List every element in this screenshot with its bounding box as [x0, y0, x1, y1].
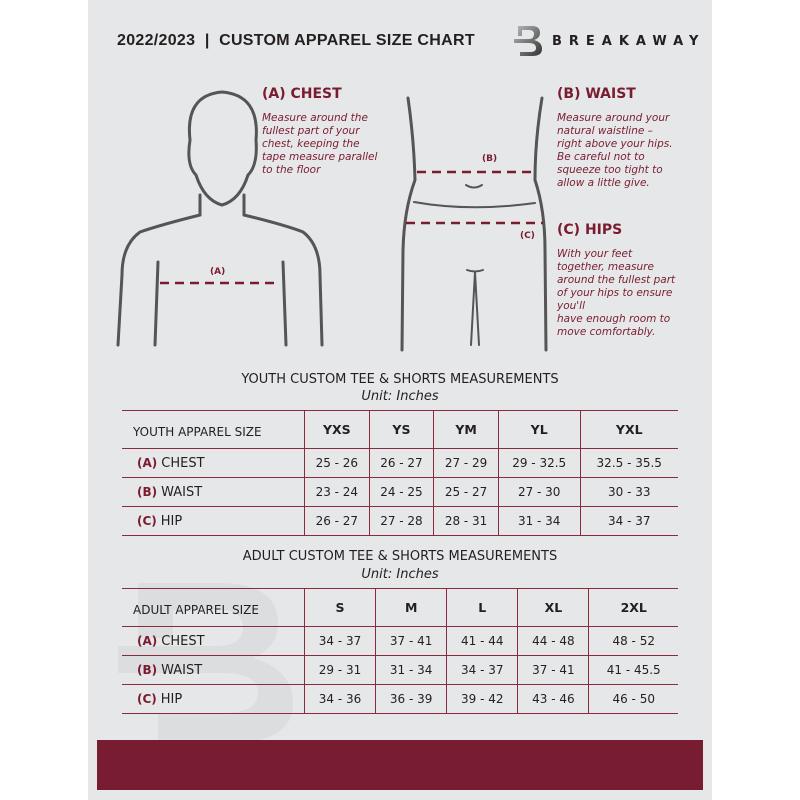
cell: 29 - 32.5 — [497, 448, 581, 478]
cell: 44 - 48 — [517, 626, 589, 656]
cell: 37 - 41 — [375, 626, 447, 656]
youth-section-title: YOUTH CUSTOM TEE & SHORTS MEASUREMENTS — [241, 372, 559, 387]
cell: 26 - 27 — [304, 506, 370, 536]
cell: 25 - 26 — [304, 448, 370, 478]
chest-heading: (A) CHEST — [262, 86, 342, 102]
size-header: XL — [517, 588, 589, 627]
youth-unit: Unit: Inches — [361, 389, 439, 404]
youth-size-table: YOUTH APPAREL SIZE YXS YS YM YL YXL (A) C… — [122, 410, 678, 536]
cell: 39 - 42 — [446, 684, 518, 714]
cell: 27 - 28 — [368, 506, 434, 536]
breakaway-logo-icon — [514, 26, 542, 56]
adult-unit: Unit: Inches — [361, 567, 439, 582]
row-label: (C) HIP — [122, 506, 305, 536]
hips-tag: (C) — [520, 231, 535, 241]
page-title: 2022/2023 | CUSTOM APPAREL SIZE CHART — [117, 32, 475, 49]
waist-description: Measure around your natural waistline – … — [557, 112, 673, 189]
cell: 27 - 29 — [433, 448, 499, 478]
row-letter: (C) — [137, 691, 157, 706]
cell: 32.5 - 35.5 — [579, 448, 678, 478]
size-header: L — [446, 588, 518, 627]
row-name: HIP — [160, 691, 183, 707]
hips-description: With your feet together, measure around … — [557, 248, 676, 338]
row-letter: (A) — [137, 455, 158, 470]
header-label: ADULT APPAREL SIZE — [122, 588, 305, 627]
cell: 37 - 41 — [517, 655, 589, 685]
cell: 36 - 39 — [375, 684, 447, 714]
brand-logo: BREAKAWAY — [512, 24, 705, 58]
table-row: (B) WAIST 23 - 24 24 - 25 25 - 27 27 - 30 30 … — [122, 477, 678, 507]
cell: 34 - 37 — [446, 655, 518, 685]
cell: 46 - 50 — [588, 684, 678, 714]
adult-size-table: ADULT APPAREL SIZE S M L XL 2XL (A) CHEST… — [122, 588, 678, 714]
cell: 41 - 45.5 — [588, 655, 678, 685]
cell: 30 - 33 — [579, 477, 678, 507]
cell: 29 - 31 — [303, 655, 376, 685]
row-label: (B) WAIST — [122, 477, 305, 507]
hips-heading: (C) HIPS — [557, 222, 623, 238]
row-label: (A) CHEST — [122, 448, 305, 478]
table-row: (C) HIP 26 - 27 27 - 28 28 - 31 31 - 34 34 - … — [122, 506, 678, 536]
size-header: YM — [433, 410, 499, 449]
header-label: YOUTH APPAREL SIZE — [122, 410, 305, 449]
cell: 34 - 37 — [579, 506, 678, 536]
size-header: YL — [497, 410, 581, 449]
row-name: CHEST — [161, 455, 205, 471]
row-name: HIP — [160, 513, 183, 529]
table-header-row: YOUTH APPAREL SIZE YXS YS YM YL YXL — [122, 410, 678, 449]
row-label: (B) WAIST — [122, 655, 305, 685]
row-letter: (B) — [137, 484, 158, 499]
row-letter: (C) — [137, 513, 157, 528]
row-letter: (B) — [137, 662, 158, 677]
cell: 31 - 34 — [375, 655, 447, 685]
chest-tag: (A) — [210, 267, 226, 277]
cell: 41 - 44 — [446, 626, 518, 656]
row-letter: (A) — [137, 633, 158, 648]
row-label: (A) CHEST — [122, 626, 305, 656]
row-name: WAIST — [161, 662, 203, 678]
waist-heading: (B) WAIST — [557, 86, 636, 102]
cell: 25 - 27 — [433, 477, 499, 507]
size-header: YXS — [304, 410, 370, 449]
cell: 24 - 25 — [368, 477, 434, 507]
cell: 23 - 24 — [304, 477, 370, 507]
footer-band — [97, 740, 703, 790]
row-name: WAIST — [161, 484, 203, 500]
chest-description: Measure around the fullest part of your … — [262, 112, 378, 176]
size-header: YS — [368, 410, 434, 449]
cell: 31 - 34 — [497, 506, 581, 536]
table-row: (A) CHEST 25 - 26 26 - 27 27 - 29 29 - 32.5 3… — [122, 448, 678, 478]
table-header-row: ADULT APPAREL SIZE S M L XL 2XL — [122, 588, 678, 627]
row-label: (C) HIP — [122, 684, 305, 714]
row-name: CHEST — [161, 633, 205, 649]
table-row: (A) CHEST 34 - 37 37 - 41 41 - 44 44 - 48 48 … — [122, 626, 678, 656]
cell: 26 - 27 — [368, 448, 434, 478]
body-measurement-illustration — [116, 90, 548, 352]
cell: 43 - 46 — [517, 684, 589, 714]
cell: 34 - 37 — [303, 626, 376, 656]
size-header: S — [303, 588, 376, 627]
table-row: (C) HIP 34 - 36 36 - 39 39 - 42 43 - 46 46 - … — [122, 684, 678, 714]
adult-section-title: ADULT CUSTOM TEE & SHORTS MEASUREMENTS — [242, 549, 558, 564]
waist-tag: (B) — [482, 154, 498, 164]
cell: 28 - 31 — [433, 506, 499, 536]
table-row: (B) WAIST 29 - 31 31 - 34 34 - 37 37 - 41 41 … — [122, 655, 678, 685]
cell: 27 - 30 — [497, 477, 581, 507]
brand-name: BREAKAWAY — [552, 33, 706, 49]
size-header: YXL — [579, 410, 678, 449]
size-header: 2XL — [588, 588, 678, 627]
cell: 34 - 36 — [303, 684, 376, 714]
cell: 48 - 52 — [588, 626, 678, 656]
size-header: M — [375, 588, 447, 627]
